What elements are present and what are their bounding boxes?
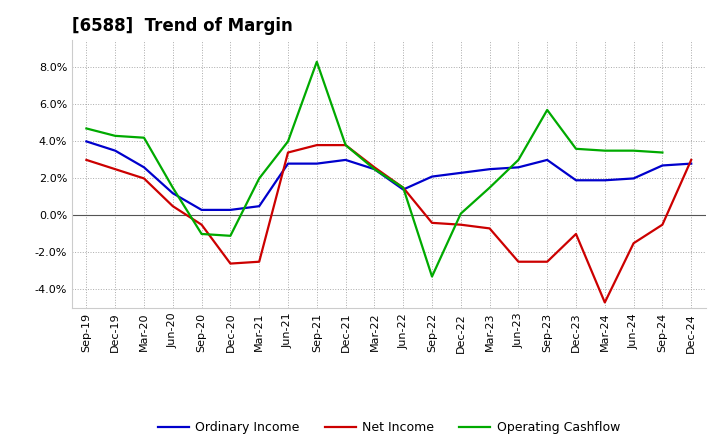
Net Income [687, 157, 696, 162]
Ordinary Income [82, 139, 91, 144]
Ordinary Income [456, 170, 465, 176]
Net Income [370, 165, 379, 170]
Operating Cashflow [168, 185, 177, 191]
Ordinary Income [140, 165, 148, 170]
Ordinary Income [370, 166, 379, 172]
Ordinary Income [197, 207, 206, 213]
Operating Cashflow [82, 126, 91, 131]
Ordinary Income [485, 166, 494, 172]
Net Income [312, 143, 321, 148]
Ordinary Income [255, 204, 264, 209]
Ordinary Income [284, 161, 292, 166]
Ordinary Income [514, 165, 523, 170]
Operating Cashflow [140, 135, 148, 140]
Net Income [82, 157, 91, 162]
Ordinary Income [226, 207, 235, 213]
Net Income [284, 150, 292, 155]
Line: Net Income: Net Income [86, 145, 691, 302]
Operating Cashflow [514, 157, 523, 162]
Net Income [572, 231, 580, 237]
Line: Ordinary Income: Ordinary Income [86, 141, 691, 210]
Text: [6588]  Trend of Margin: [6588] Trend of Margin [72, 17, 293, 35]
Operating Cashflow [312, 59, 321, 64]
Ordinary Income [312, 161, 321, 166]
Operating Cashflow [197, 231, 206, 237]
Net Income [111, 166, 120, 172]
Net Income [456, 222, 465, 227]
Net Income [255, 259, 264, 264]
Line: Operating Cashflow: Operating Cashflow [86, 62, 662, 276]
Net Income [514, 259, 523, 264]
Operating Cashflow [658, 150, 667, 155]
Ordinary Income [572, 178, 580, 183]
Ordinary Income [543, 157, 552, 162]
Operating Cashflow [399, 185, 408, 191]
Legend: Ordinary Income, Net Income, Operating Cashflow: Ordinary Income, Net Income, Operating C… [153, 416, 625, 439]
Operating Cashflow [370, 166, 379, 172]
Ordinary Income [629, 176, 638, 181]
Operating Cashflow [456, 211, 465, 216]
Operating Cashflow [111, 133, 120, 139]
Operating Cashflow [485, 185, 494, 191]
Net Income [226, 261, 235, 266]
Net Income [197, 222, 206, 227]
Operating Cashflow [572, 146, 580, 151]
Ordinary Income [399, 187, 408, 192]
Operating Cashflow [341, 143, 350, 148]
Net Income [428, 220, 436, 225]
Operating Cashflow [428, 274, 436, 279]
Ordinary Income [687, 161, 696, 166]
Operating Cashflow [543, 107, 552, 113]
Ordinary Income [168, 191, 177, 196]
Ordinary Income [111, 148, 120, 153]
Net Income [543, 259, 552, 264]
Operating Cashflow [284, 139, 292, 144]
Net Income [168, 204, 177, 209]
Net Income [629, 241, 638, 246]
Operating Cashflow [600, 148, 609, 153]
Ordinary Income [658, 163, 667, 168]
Net Income [341, 143, 350, 148]
Ordinary Income [600, 178, 609, 183]
Operating Cashflow [255, 176, 264, 181]
Ordinary Income [341, 157, 350, 162]
Net Income [485, 226, 494, 231]
Net Income [399, 185, 408, 191]
Operating Cashflow [629, 148, 638, 153]
Net Income [140, 176, 148, 181]
Operating Cashflow [226, 233, 235, 238]
Net Income [600, 300, 609, 305]
Net Income [658, 222, 667, 227]
Ordinary Income [428, 174, 436, 179]
